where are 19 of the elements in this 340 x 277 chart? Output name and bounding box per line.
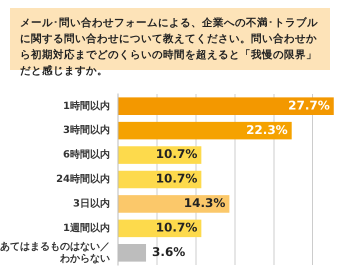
bar bbox=[118, 170, 202, 188]
data-label: 22.3% bbox=[246, 122, 288, 137]
data-label: 10.7% bbox=[156, 220, 198, 234]
data-label: 14.3% bbox=[184, 196, 226, 210]
data-label: 10.7% bbox=[156, 172, 198, 186]
data-label: 27.7% bbox=[288, 98, 330, 112]
data-label: 10.7% bbox=[156, 147, 198, 162]
y-tick-label: 1時間以内 bbox=[63, 100, 110, 112]
y-tick-label: 3時間以内 bbox=[63, 124, 110, 136]
bar bbox=[118, 97, 334, 116]
y-tick-label: 3日以内 bbox=[73, 198, 110, 210]
y-tick-label: 1週間以内 bbox=[63, 222, 110, 234]
y-tick-label: 24時間以内 bbox=[56, 173, 110, 186]
chart-title: メール･問い合わせフォームによる、企業への不満･トラブルに関する問い合わせについて教えてください。問い合わせから初期対応までどのくらいの時間を超えると「我慢の限界」だと感じますか。 bbox=[19, 16, 319, 77]
y-tick-label: あてはまるものはない／わからない bbox=[0, 241, 110, 264]
data-label: 3.6% bbox=[152, 244, 186, 259]
bar bbox=[118, 195, 230, 213]
bar bbox=[118, 122, 292, 140]
y-tick-label: 6時間以内 bbox=[63, 148, 110, 161]
